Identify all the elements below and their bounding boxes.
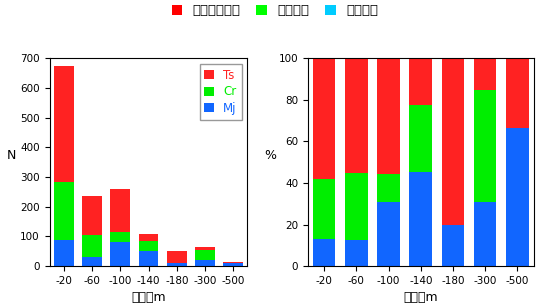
Bar bbox=[474, 202, 497, 266]
Bar bbox=[111, 242, 130, 266]
Y-axis label: N: N bbox=[7, 149, 16, 162]
Bar bbox=[139, 241, 158, 251]
Legend: アカミミガメ, クサガメ, イシガメ: アカミミガメ, クサガメ, イシガメ bbox=[168, 1, 382, 21]
Bar bbox=[313, 239, 336, 266]
Bar bbox=[223, 262, 243, 263]
Bar bbox=[139, 251, 158, 266]
Bar bbox=[474, 58, 497, 90]
Bar bbox=[82, 235, 102, 257]
Bar bbox=[377, 202, 400, 266]
Bar bbox=[313, 58, 336, 179]
X-axis label: 標高　m: 標高 m bbox=[404, 292, 438, 304]
Bar bbox=[54, 240, 74, 266]
Bar bbox=[345, 58, 367, 173]
Bar bbox=[195, 250, 215, 260]
Bar bbox=[377, 58, 400, 174]
Bar bbox=[54, 66, 74, 182]
Bar bbox=[195, 247, 215, 250]
Bar bbox=[409, 58, 432, 106]
Bar bbox=[506, 58, 529, 128]
Bar bbox=[82, 257, 102, 266]
Bar bbox=[139, 233, 158, 241]
Bar bbox=[223, 263, 243, 266]
Bar bbox=[345, 240, 367, 266]
Bar bbox=[167, 263, 186, 266]
Bar bbox=[111, 232, 130, 242]
Bar bbox=[167, 251, 186, 263]
Bar bbox=[82, 196, 102, 235]
Bar bbox=[442, 225, 464, 266]
Bar bbox=[474, 90, 497, 202]
Bar bbox=[506, 128, 529, 266]
Bar bbox=[111, 189, 130, 232]
Y-axis label: %: % bbox=[265, 149, 276, 162]
Bar bbox=[54, 182, 74, 240]
Bar bbox=[442, 58, 464, 225]
Bar bbox=[409, 172, 432, 266]
X-axis label: 標高　m: 標高 m bbox=[131, 292, 166, 304]
Bar bbox=[313, 179, 336, 239]
Bar bbox=[195, 260, 215, 266]
Bar bbox=[377, 174, 400, 202]
Legend: Ts, Cr, Mj: Ts, Cr, Mj bbox=[200, 64, 241, 120]
Bar bbox=[409, 106, 432, 172]
Bar bbox=[345, 173, 367, 240]
